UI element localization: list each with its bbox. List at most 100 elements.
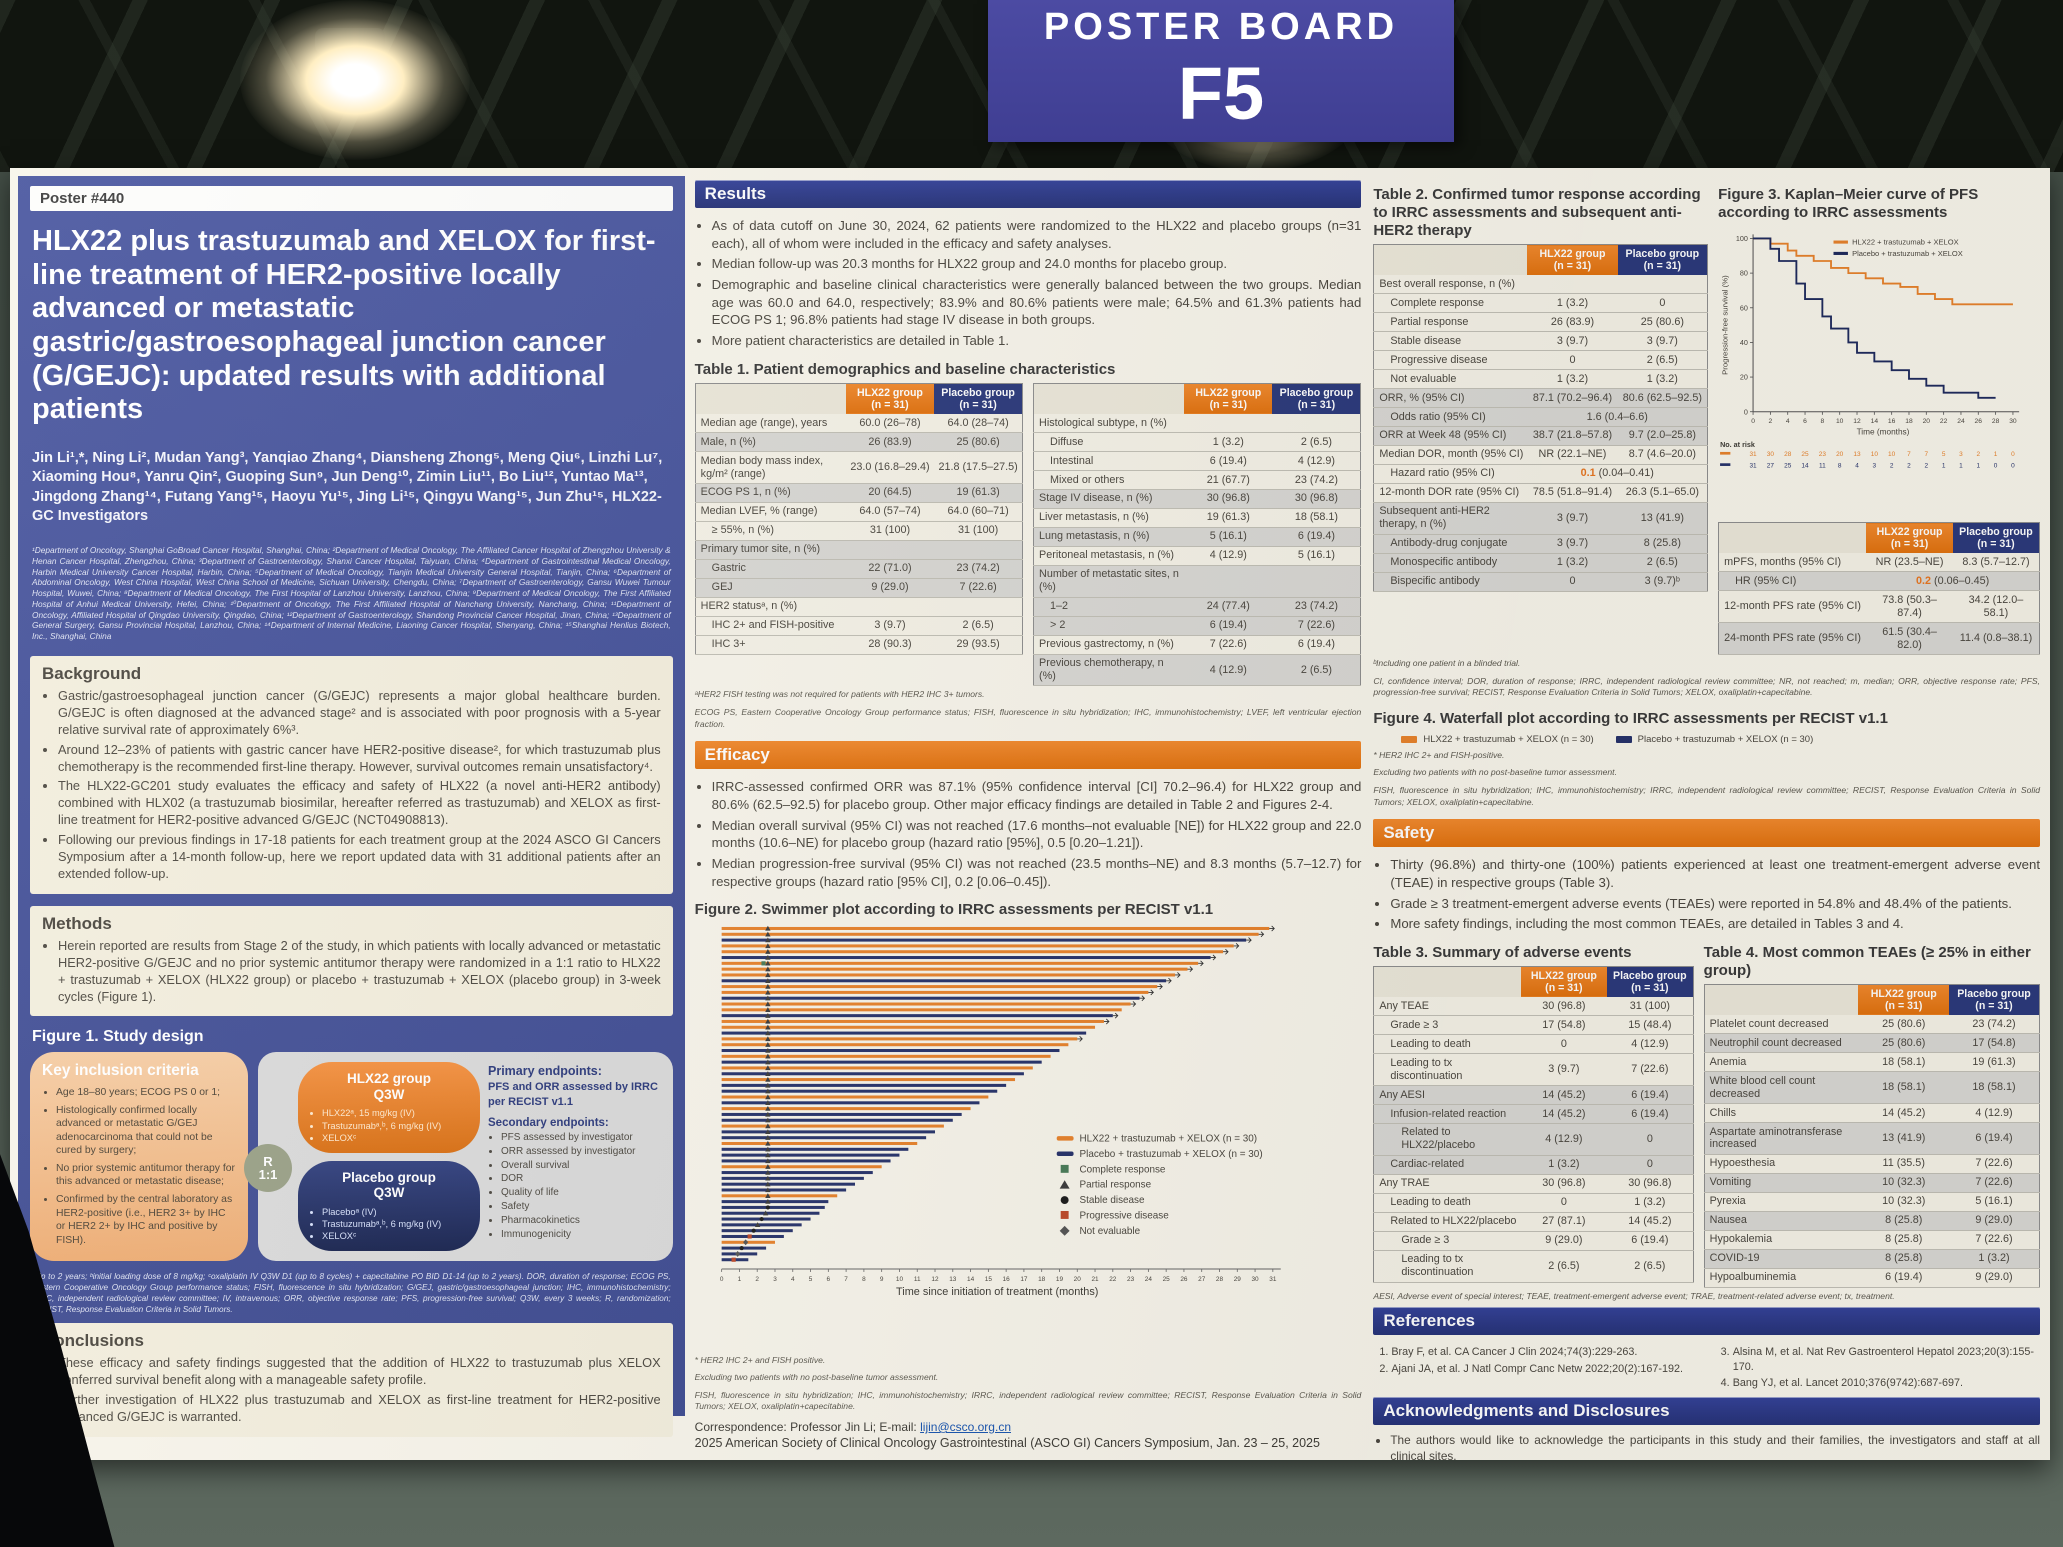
- placebo-value: 31 (100): [934, 521, 1023, 541]
- table-row: ≥ 55%, n (%) 31 (100) 31 (100): [695, 521, 1023, 541]
- swimmer-bar: [721, 1200, 828, 1204]
- svg-text:25: 25: [1784, 462, 1792, 469]
- svg-text:16: 16: [1002, 1276, 1010, 1283]
- svg-text:HLX22 + trastuzumab + XELOX (n: HLX22 + trastuzumab + XELOX (n = 30): [1079, 1134, 1257, 1145]
- background-bullets: Gastric/gastroesophageal junction cancer…: [42, 688, 661, 883]
- table4-title: Table 4. Most common TEAEs (≥ 25% in eit…: [1703, 943, 2031, 979]
- swimmer-bar: [721, 997, 1140, 1001]
- ongoing-arrow: [1156, 984, 1163, 990]
- marker-partial-response: [764, 1170, 771, 1176]
- ongoing-arrow: [1148, 989, 1154, 996]
- marker-partial-response: [764, 1054, 771, 1059]
- svg-text:15: 15: [984, 1276, 992, 1283]
- table-row: 24-month PFS rate (95% CI) 61.5 (30.4–82.…: [1718, 622, 2040, 656]
- row-label: Hypoesthesia: [1704, 1154, 1859, 1174]
- svg-text:30: 30: [1251, 1276, 1259, 1283]
- table-row: GEJ 9 (29.0) 7 (22.6): [695, 578, 1023, 598]
- hlx22-value: 27 (87.1): [1520, 1212, 1607, 1232]
- table-row: mPFS, months (95% CI) NR (23.5–NE) 8.3 (5.…: [1718, 553, 2040, 573]
- table-row: Grade ≥ 3 17 (54.8) 15 (48.4): [1373, 1015, 1694, 1036]
- row-label: Primary tumor site, n (%): [695, 540, 846, 560]
- swimmer-bar: [721, 1223, 802, 1227]
- svg-text:13: 13: [949, 1276, 957, 1283]
- bullet-item: Safety: [501, 1200, 663, 1214]
- marker-partial-response: [764, 931, 771, 937]
- column-header-hlx22: HLX22 group (n = 31): [845, 383, 935, 415]
- svg-text:0: 0: [1744, 407, 1748, 416]
- marker-partial-response: [764, 1042, 771, 1048]
- svg-text:22: 22: [1109, 1276, 1117, 1283]
- primary-endpoints-heading: Primary endpoints:: [488, 1064, 602, 1079]
- placebo-value: 6 (19.4): [1272, 635, 1361, 655]
- table2-figure3-row: Table 2. Confirmed tumor response accord…: [1373, 178, 2041, 656]
- bullet-item: These efficacy and safety findings sugge…: [58, 1355, 661, 1389]
- row-label: Number of metastatic sites, n (%): [1033, 565, 1185, 598]
- column-header-blank: [1704, 984, 1859, 1016]
- svg-text:8: 8: [1838, 462, 1842, 469]
- table-row: Previous gastrectomy, n (%) 7 (22.6) 6 (19…: [1033, 635, 1361, 655]
- swimmer-bar: [721, 1014, 1113, 1018]
- hlx22-value: 4 (12.9): [1184, 546, 1273, 566]
- svg-text:23: 23: [1127, 1276, 1135, 1283]
- acknowledgments-section: The authors would like to acknowledge th…: [1373, 1431, 2040, 1460]
- row-label: 1–2: [1033, 597, 1185, 617]
- results-header: Results: [694, 180, 1362, 208]
- references-col2: Alsina M, et al. Nat Rev Gastroenterol H…: [1715, 1343, 2040, 1393]
- marker-stable-disease: [765, 1205, 770, 1210]
- marker-stable-disease: [759, 1217, 764, 1222]
- inclusion-heading: Key inclusion criteria: [42, 1062, 199, 1080]
- svg-text:Stable disease: Stable disease: [1079, 1195, 1144, 1206]
- table-row: Progressive disease 0 2 (6.5): [1373, 350, 1708, 371]
- methods-section: Methods Herein reported are results from…: [30, 905, 673, 1017]
- pfs-summary-table: HLX22 group (n = 31) Placebo group (n = 3…: [1718, 522, 2041, 656]
- table-row: Partial response 26 (83.9) 25 (80.6): [1373, 312, 1708, 333]
- bullet-item: Placeboᵃ (IV): [322, 1206, 468, 1218]
- marker-partial-response: [764, 1024, 771, 1030]
- swimmer-bar: [721, 1124, 944, 1128]
- marker-partial-response: [764, 955, 771, 961]
- svg-text:24: 24: [1144, 1276, 1152, 1283]
- marker-partial-response: [764, 1030, 771, 1036]
- svg-text:1: 1: [1994, 451, 1998, 458]
- table-row: Leading to tx discontinuation 3 (9.7) 7 (2…: [1373, 1053, 1694, 1087]
- hlx22-value: 31 (100): [845, 521, 935, 541]
- swimmer-bar: [721, 1055, 1051, 1059]
- swimmer-bar: [721, 927, 1269, 931]
- svg-text:0: 0: [720, 1276, 724, 1283]
- svg-text:11: 11: [914, 1276, 921, 1283]
- endpoints-panel: Primary endpoints: PFS and ORR assessed …: [488, 1062, 663, 1251]
- placebo-value: 6 (19.4): [1606, 1085, 1694, 1106]
- row-label: COVID-19: [1704, 1249, 1859, 1269]
- swimmer-plot: 0 1 2 3 4 5 6 7 8 9 10 11 12 13 14 15 16 17 18 19 20 21 22 23 24…: [720, 925, 1281, 1298]
- table4: HLX22 group (n = 31) Placebo group (n = 3…: [1703, 983, 2041, 1288]
- column-header-placebo: Placebo group (n = 31): [1948, 984, 2040, 1016]
- svg-text:18: 18: [1038, 1276, 1046, 1283]
- conference-line: 2025 American Society of Clinical Oncolo…: [694, 1436, 1320, 1450]
- placebo-value: 11.4 (0.8–38.1): [1952, 622, 2040, 656]
- marker-partial-response: [764, 1135, 771, 1141]
- swimmer-bar: [721, 1136, 926, 1140]
- inclusion-criteria-box: Key inclusion criteria Age 18–80 years; …: [30, 1052, 248, 1262]
- row-label: Leading to death: [1373, 1193, 1521, 1213]
- bullet-item: Histologically confirmed locally advance…: [56, 1104, 236, 1158]
- empty-cell: [1617, 275, 1708, 295]
- placebo-value: 2 (6.5): [934, 616, 1023, 636]
- poster-right-column: Table 2. Confirmed tumor response accord…: [1371, 176, 2042, 1460]
- row-label: Subsequent anti-HER2 therapy, n (%): [1373, 502, 1528, 535]
- bullet-item: As of data cutoff on June 30, 2024, 62 p…: [712, 217, 1362, 252]
- figure3-block: Figure 3. Kaplan–Meier curve of PFS acco…: [1718, 178, 2041, 656]
- swimmer-bar: [721, 1229, 793, 1233]
- correspondence-email-link[interactable]: lijin@csco.org.cn: [920, 1420, 1011, 1434]
- hlx22-value: 26 (83.9): [1527, 312, 1618, 333]
- hlx22-value: 30 (96.8): [1184, 489, 1273, 509]
- hlx22-value: 73.8 (50.3–87.4): [1866, 590, 1953, 624]
- marker-partial-response: [764, 1146, 771, 1152]
- hlx22-value: 25 (80.6): [1858, 1033, 1949, 1054]
- empty-cell: [1527, 275, 1618, 295]
- table-row: Previous chemotherapy, n (%) 4 (12.9) 2 (6…: [1033, 654, 1361, 687]
- highlighted-value: 0.1: [1580, 467, 1596, 480]
- hlx22-value: 6 (19.4): [1184, 616, 1273, 636]
- hlx22-swatch: [1401, 735, 1418, 743]
- km-legend: HLX22 + trastuzumab + XELOX Placebo + tra…: [1833, 238, 1963, 258]
